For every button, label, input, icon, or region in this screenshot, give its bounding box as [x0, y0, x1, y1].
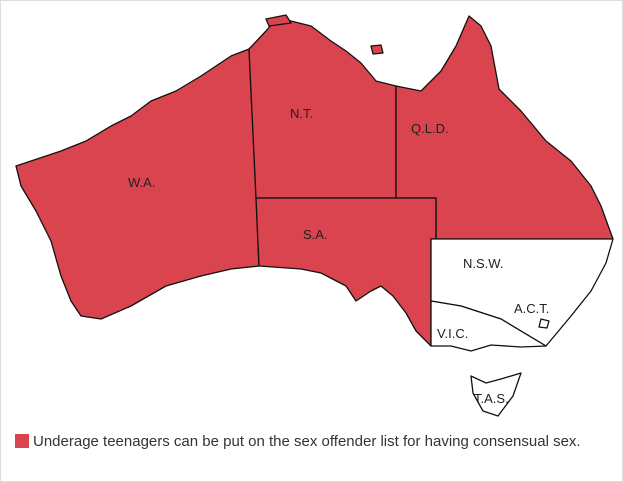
region-act: [538, 318, 550, 329]
label-qld: Q.L.D.: [411, 121, 449, 136]
label-wa: W.A.: [128, 175, 155, 190]
region-wa: [15, 48, 260, 320]
region-vic: [430, 300, 547, 352]
region-sa: [255, 197, 437, 347]
label-nsw: N.S.W.: [463, 256, 503, 271]
label-vic: V.I.C.: [437, 326, 468, 341]
label-tas: T.A.S.: [474, 391, 509, 406]
legend-swatch: [15, 434, 29, 448]
australia-map: W.A. N.T. Q.L.D. S.A. N.S.W. A.C.T. V.I.…: [15, 14, 614, 417]
label-nt: N.T.: [290, 106, 313, 121]
island-groote: [370, 44, 384, 55]
legend-text: Underage teenagers can be put on the sex…: [33, 433, 581, 450]
region-tas: [470, 372, 522, 417]
label-sa: S.A.: [303, 227, 328, 242]
island-melville: [265, 14, 292, 27]
label-act: A.C.T.: [514, 301, 549, 316]
legend: Underage teenagers can be put on the sex…: [15, 431, 615, 452]
